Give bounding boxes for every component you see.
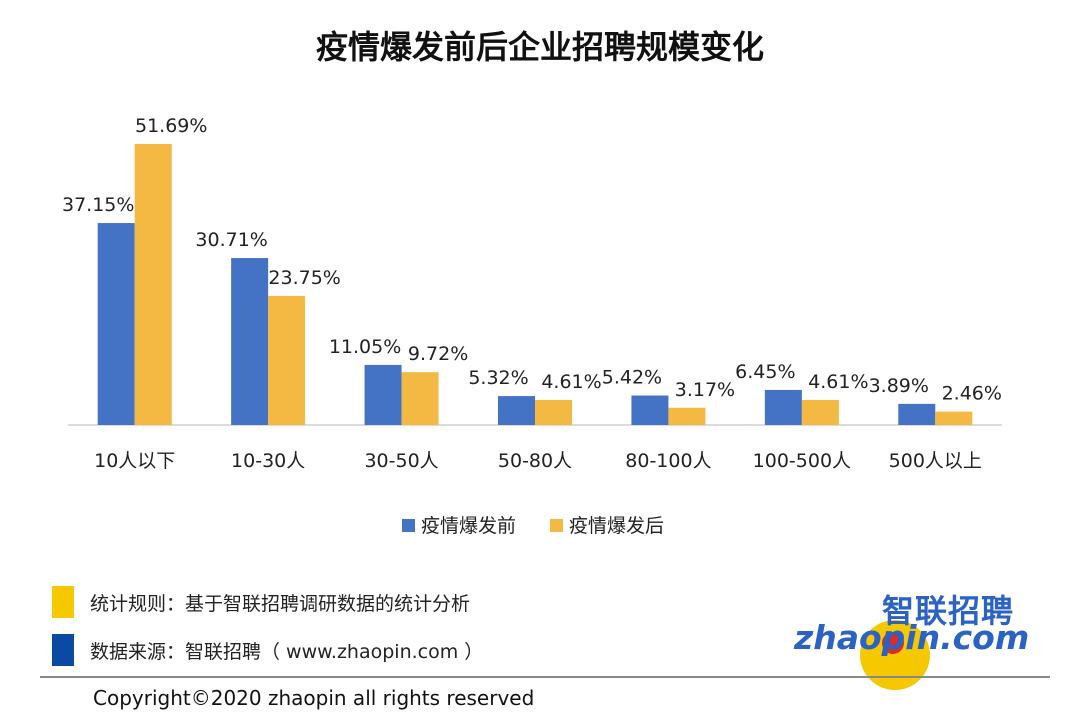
bar-chart: 37.15% 51.69% 10人以下 30.71%23.75% 10-30人 11.05…: [62, 115, 1002, 537]
x-tick-label: 100-500人: [753, 450, 851, 472]
legend-swatch: [550, 519, 563, 532]
bar-before: [97, 223, 135, 425]
data-label: 3.17%: [675, 379, 735, 401]
logo-ball-icon: [860, 620, 930, 690]
legend-label: 疫情爆发前: [421, 515, 516, 537]
logo-en-text: zhaopin.com: [794, 618, 1030, 657]
chart-title: 疫情爆发前后企业招聘规模变化: [315, 28, 764, 66]
data-label: 4.61%: [808, 371, 868, 393]
bar-before: [364, 364, 402, 425]
zhaopin-logo: 智联招聘 zhaopin.com: [790, 582, 1030, 692]
bar-before: [898, 403, 936, 425]
bar-after: [801, 399, 839, 425]
bar-before: [498, 396, 535, 425]
x-tick-label: 10-30人: [231, 450, 305, 472]
legend-swatch: [402, 519, 415, 532]
note-rule-swatch: [52, 586, 74, 618]
bar-before: [631, 395, 669, 425]
data-label: 9.72%: [408, 343, 468, 365]
logo-dot-icon: [882, 632, 904, 654]
data-label: 5.42%: [602, 367, 662, 389]
data-label: 3.89%: [869, 375, 929, 397]
copyright-text: Copyright©2020 zhaopin all rights reserv…: [93, 686, 535, 710]
footer-divider: [40, 676, 1050, 678]
data-label: 5.32%: [468, 367, 528, 389]
data-label: 30.71%: [195, 229, 267, 251]
bar-after: [134, 144, 172, 425]
bar-before: [231, 258, 269, 425]
data-label: 6.45%: [735, 361, 795, 383]
x-tick-label: 10人以下: [94, 450, 175, 472]
data-label: 11.05%: [329, 336, 401, 358]
note-source: 数据来源：智联招聘（ www.zhaopin.com ）: [52, 634, 483, 666]
bar-after: [401, 372, 439, 425]
bar-after: [935, 411, 973, 425]
data-label: 23.75%: [268, 267, 340, 289]
bar-after: [535, 399, 572, 425]
note-source-swatch: [52, 634, 74, 666]
legend-label: 疫情爆发后: [569, 515, 664, 537]
data-label: 37.15%: [62, 194, 134, 216]
note-rule-text: 统计规则：基于智联招聘调研数据的统计分析: [90, 592, 471, 615]
x-tick-label: 500人以上: [889, 450, 982, 472]
logo-cn-text: 智联招聘: [882, 592, 1015, 630]
x-tick-label: 30-50人: [364, 450, 438, 472]
data-label: 2.46%: [942, 383, 1002, 405]
bar-after: [268, 295, 306, 425]
x-tick-label: 80-100人: [625, 450, 711, 472]
bar-before: [764, 389, 802, 425]
x-tick-label: 50-80人: [498, 450, 572, 472]
note-source-text: 数据来源：智联招聘（ www.zhaopin.com ）: [90, 640, 484, 663]
note-rule: 统计规则：基于智联招聘调研数据的统计分析: [52, 586, 470, 618]
data-label: 4.61%: [541, 371, 601, 393]
bar-after: [668, 407, 706, 425]
data-label: 51.69%: [135, 115, 207, 137]
